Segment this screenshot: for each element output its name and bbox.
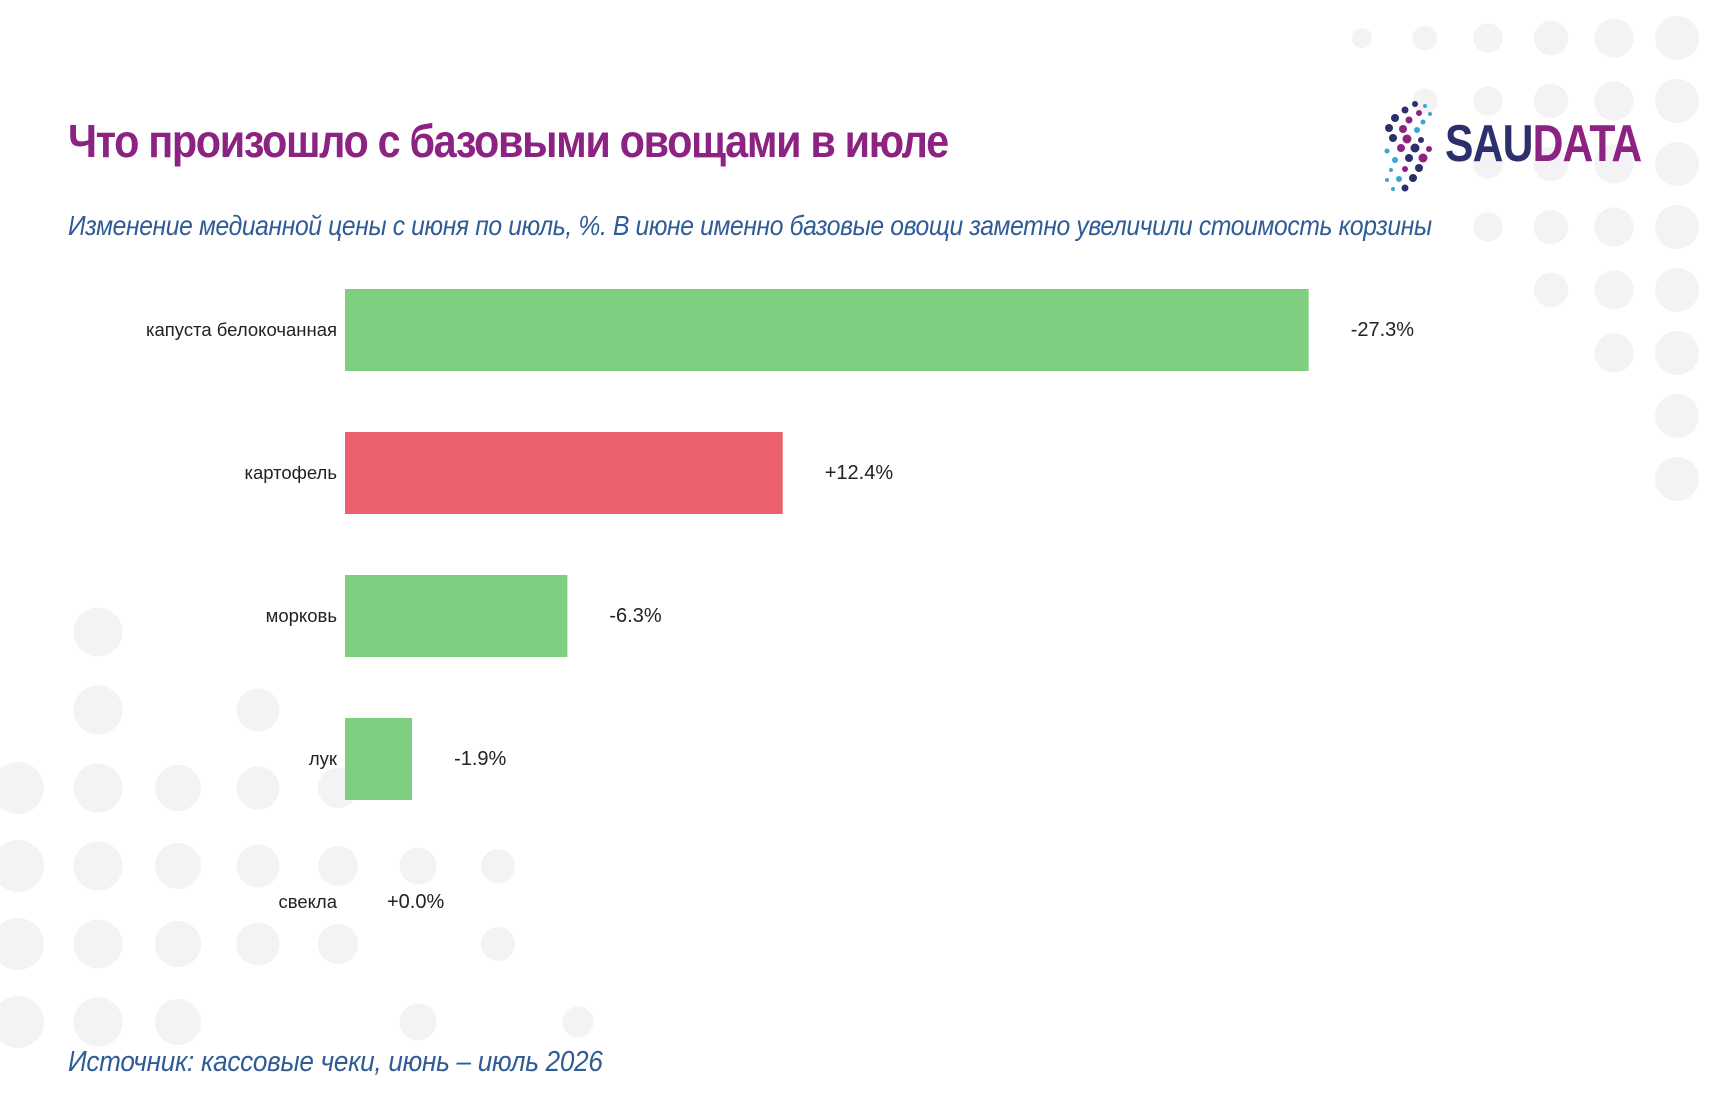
- background-dot: [1473, 23, 1503, 53]
- logo-dots: [1384, 101, 1432, 192]
- category-label: морковь: [266, 605, 337, 626]
- background-dot: [0, 762, 44, 814]
- chart-title: Что произошло с базовыми овощами в июле: [68, 115, 949, 167]
- background-dot: [155, 921, 201, 967]
- background-dot: [73, 763, 123, 813]
- background-dot: [155, 843, 201, 889]
- background-dot: [73, 841, 123, 891]
- background-dot: [399, 1003, 437, 1041]
- value-label: +0.0%: [387, 891, 444, 913]
- background-dot: [1412, 88, 1438, 114]
- bar: [345, 575, 568, 657]
- source-note: Источник: кассовые чеки, июнь – июль 202…: [68, 1046, 603, 1078]
- background-dot: [236, 688, 280, 732]
- logo-text-data: DATA: [1532, 115, 1643, 173]
- background-dot: [1594, 81, 1634, 121]
- category-label: лук: [309, 748, 338, 769]
- background-dot: [1594, 270, 1634, 310]
- bar-row: картофель +12.4%: [244, 432, 893, 514]
- background-dot: [1594, 333, 1634, 373]
- bar-row: свекла +0.0%: [278, 891, 444, 913]
- background-dot: [73, 919, 123, 969]
- background-dot: [1655, 16, 1699, 60]
- chart-subtitle: Изменение медианной цены с июня по июль,…: [68, 210, 1432, 241]
- background-dot: [1655, 394, 1699, 438]
- background-dot: [1594, 207, 1634, 247]
- background-dot: [1594, 144, 1634, 184]
- background-dot: [236, 766, 280, 810]
- background-dot: [155, 765, 201, 811]
- background-dot: [1533, 20, 1569, 56]
- bar-row: морковь -6.3%: [266, 575, 662, 657]
- logo-wordmark: SAUDATA: [1445, 114, 1643, 174]
- background-dot: [318, 846, 358, 886]
- logo-mark-icon: [1384, 101, 1432, 192]
- background-dot: [1655, 142, 1699, 186]
- value-label: -6.3%: [609, 605, 661, 627]
- value-label: -1.9%: [454, 748, 506, 770]
- background-dot: [481, 849, 515, 883]
- background-dot: [481, 927, 515, 961]
- bar: [345, 432, 783, 514]
- bar-row: капуста белокочанная -27.3%: [146, 289, 1414, 371]
- background-dot: [236, 844, 280, 888]
- background-dot: [1655, 457, 1699, 501]
- background-dot: [0, 996, 44, 1048]
- saudata-logo: SAUDATA: [1375, 96, 1642, 196]
- category-label: свекла: [278, 891, 337, 912]
- background-dot: [1473, 212, 1503, 242]
- background-dot: [1594, 18, 1634, 58]
- background-dot: [1655, 79, 1699, 123]
- background-dot: [1533, 272, 1569, 308]
- category-label: капуста белокочанная: [146, 319, 337, 340]
- background-dot: [1533, 146, 1569, 182]
- background-dot: [0, 918, 44, 970]
- value-label: -27.3%: [1351, 319, 1415, 341]
- value-label: +12.4%: [825, 462, 894, 484]
- background-dot: [1473, 86, 1503, 116]
- background-dot: [1412, 25, 1438, 51]
- background-dot: [73, 685, 123, 735]
- background-dot: [562, 1006, 594, 1038]
- background-dot: [399, 847, 437, 885]
- category-label: картофель: [244, 462, 337, 483]
- bar: [345, 718, 413, 800]
- bar-row: лук -1.9%: [309, 718, 507, 800]
- logo-text-sau: SAU: [1445, 115, 1533, 173]
- background-dot: [1655, 268, 1699, 312]
- background-dot: [318, 924, 358, 964]
- background-dot: [73, 607, 123, 657]
- background-dot: [0, 840, 44, 892]
- background-dot: [236, 922, 280, 966]
- background-dot: [1655, 331, 1699, 375]
- background-dot: [1473, 149, 1503, 179]
- background-dot: [1655, 205, 1699, 249]
- background-dot: [1352, 28, 1372, 48]
- bar: [345, 289, 1309, 371]
- background-dot: [73, 997, 123, 1047]
- background-dot: [1533, 209, 1569, 245]
- background-dot: [155, 999, 201, 1045]
- background-dot: [1533, 83, 1569, 119]
